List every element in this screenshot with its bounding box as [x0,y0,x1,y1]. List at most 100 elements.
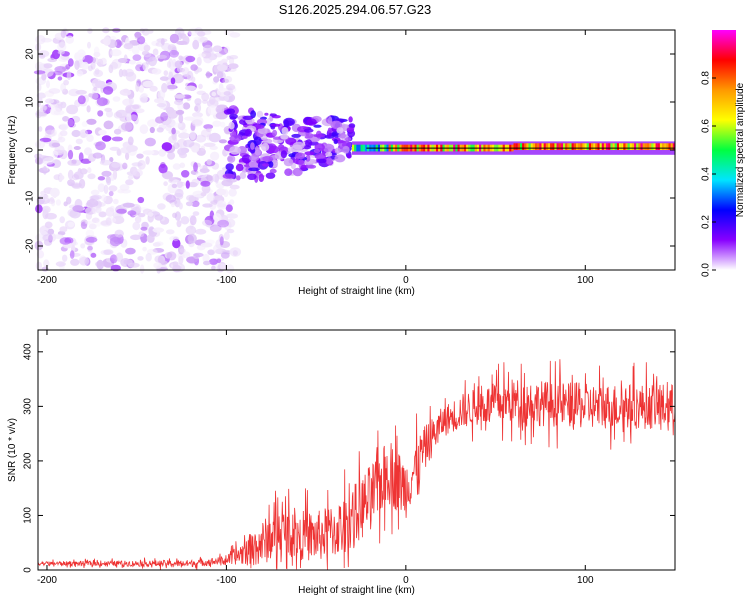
heatmap-cell [43,259,50,268]
heatmap-cell [59,175,65,181]
heatmap-cell [225,264,235,274]
heatmap-cell [229,32,241,38]
heatmap-cell [58,132,63,141]
heatmap-cell [334,147,341,154]
heatmap-cell [313,134,325,138]
heatmap-cell [200,242,213,248]
heatmap-cell [552,143,555,150]
y-tick-label: 0 [23,567,34,573]
heatmap-cell [54,66,66,73]
heatmap-cell [201,92,210,102]
heatmap-cell [57,136,66,143]
heatmap-cell [152,48,159,56]
heatmap-cell [36,92,47,99]
heatmap-cell [201,99,208,104]
heatmap-cell [325,151,333,157]
heatmap-cell [213,244,222,254]
heatmap-cell [192,211,200,217]
heatmap-cell [93,46,100,56]
snr-series-line [37,359,676,570]
heatmap-cell [212,213,222,222]
heatmap-cell [81,121,88,127]
heatmap-cell [53,174,61,181]
snr-ticks: -200 -100 0 100 0 100 200 300 400 [23,330,675,586]
heatmap-cell [62,116,70,122]
heatmap-cell [235,175,241,181]
heatmap-cell [136,153,144,159]
x-tick-label: 0 [403,575,409,586]
heatmap-cell [75,138,83,145]
heatmap-cell [114,229,124,238]
heatmap-cell [126,145,138,152]
heatmap-cell [88,93,93,98]
heatmap-cell [202,203,213,208]
heatmap-cell [165,106,175,114]
heatmap-cell [215,112,228,120]
heatmap-cell [161,142,173,152]
heatmap-cell [295,152,306,160]
heatmap-cell [223,231,230,241]
heatmap-cell [330,120,343,129]
colorbar-tick-label: 0.6 [701,119,712,133]
heatmap-cell [95,80,106,89]
heatmap-cell [109,205,115,213]
heatmap-cell [73,146,81,150]
heatmap-cell [580,143,583,150]
heatmap-cell [655,143,658,150]
heatmap-cell [57,50,65,55]
heatmap-cell [659,143,663,150]
heatmap-cell [264,112,269,116]
heatmap-cell [358,144,361,152]
x-tick-label: 100 [577,575,594,586]
heatmap-cell [170,77,176,85]
heatmap-cell [36,250,45,259]
x-tick-label: -200 [37,275,57,286]
heatmap-cell [122,202,135,208]
heatmap-cell [115,109,128,119]
heatmap-cell [554,143,557,150]
heatmap-cell [169,33,179,44]
heatmap-cell [625,143,628,150]
heatmap-cell [526,143,529,150]
heatmap-cell [206,127,212,132]
heatmap-cell [172,236,179,242]
heatmap-cell [161,172,173,178]
heatmap-cell [356,144,359,152]
heatmap-cell [34,157,43,165]
heatmap-cell [86,118,97,125]
heatmap-cell [262,138,273,144]
heatmap-cell [87,244,93,253]
x-tick-label: -200 [37,575,57,586]
heatmap-cell [154,241,164,246]
heatmap-cell [138,231,145,238]
heatmap-cell [127,210,137,216]
heatmap-cell [163,181,168,187]
heatmap-cell [139,28,145,33]
heatmap-cell [117,58,128,63]
colorbar-gradient [712,30,736,270]
heatmap-cell [160,38,165,45]
heatmap-cell [218,139,227,144]
heatmap-cell [634,143,637,150]
heatmap-cell [88,65,93,72]
heatmap-cell [235,163,244,172]
heatmap-cell [610,143,613,150]
heatmap-cell [219,236,224,246]
heatmap-cell [586,143,589,150]
heatmap-cell [621,143,624,150]
heatmap-cell [95,220,102,227]
heatmap-cell [298,159,304,166]
heatmap-cell [171,183,178,189]
heatmap-cell [209,224,222,232]
heatmap-cell [64,237,74,244]
heatmap-cell [123,88,129,94]
heatmap-cell [140,160,146,170]
heatmap-cell [599,143,602,150]
heatmap-cell [206,159,212,166]
heatmap-cell [66,196,72,205]
heatmap-cell [229,146,241,155]
heatmap-cell [160,112,169,122]
heatmap-cell [541,143,544,150]
heatmap-cell [217,64,228,72]
heatmap-cell [647,143,650,150]
